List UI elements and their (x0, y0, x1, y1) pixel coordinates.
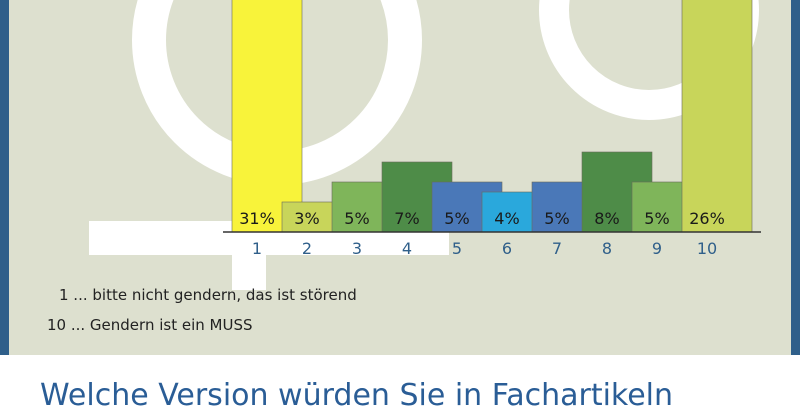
tick-label-3: 3 (352, 239, 362, 258)
tick-label-6: 6 (502, 239, 512, 258)
bar-chart: 31% 3% 5% 7% 5% 4% 5% 8% 5% 26% 1 2 3 4 5 6 7 8 9 10 (89, 0, 761, 290)
bar-10 (681, 0, 753, 233)
data-label-5: 5% (444, 209, 469, 228)
tick-label-9: 9 (652, 239, 662, 258)
chart-panel: 31% 3% 5% 7% 5% 4% 5% 8% 5% 26% 1 2 3 4 5 6 7 8 9 10 1 ...… (9, 0, 791, 355)
data-label-2: 3% (294, 209, 319, 228)
question-heading: Welche Version würden Sie in Fachartikel… (40, 378, 674, 413)
tick-label-4: 4 (402, 239, 412, 258)
tick-label-1: 1 (252, 239, 262, 258)
data-label-9: 5% (644, 209, 669, 228)
bar-1 (231, 0, 303, 233)
data-label-4: 7% (394, 209, 419, 228)
data-label-6: 4% (494, 209, 519, 228)
tick-label-2: 2 (302, 239, 312, 258)
data-label-7: 5% (544, 209, 569, 228)
tick-label-8: 8 (602, 239, 612, 258)
frame-left (0, 0, 9, 355)
frame-right (791, 0, 800, 355)
legend-line-2: 10 ... Gendern ist ein MUSS (47, 316, 253, 334)
footer (0, 355, 800, 400)
data-label-1: 31% (239, 209, 275, 228)
tick-label-5: 5 (452, 239, 462, 258)
tick-label-7: 7 (552, 239, 562, 258)
legend-line-1: 1 ... bitte nicht gendern, das ist störe… (59, 286, 357, 304)
data-label-3: 5% (344, 209, 369, 228)
tick-label-10: 10 (697, 239, 717, 258)
data-label-10: 26% (689, 209, 725, 228)
data-label-8: 8% (594, 209, 619, 228)
